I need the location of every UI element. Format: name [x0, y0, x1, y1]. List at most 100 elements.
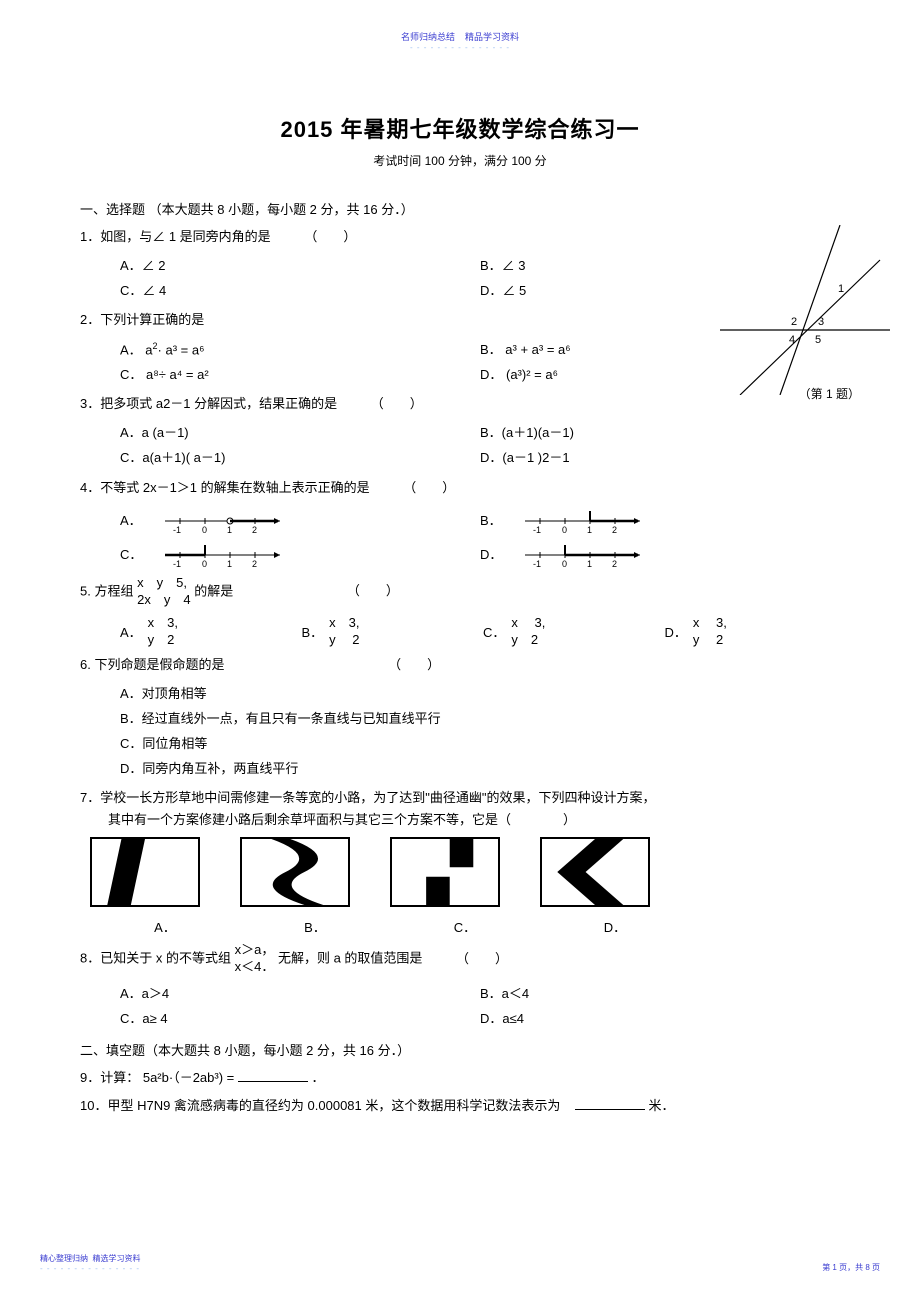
q8-post: 无解，则 a 的取值范围是	[278, 951, 422, 966]
q9-blank	[238, 1068, 308, 1082]
question-9: 9．计算： 5a²b·（－2ab³) = ．	[80, 1067, 840, 1089]
top-header: 名师归纳总结 精品学习资料 - - - - - - - - - - - - - …	[80, 30, 840, 52]
path-b	[240, 837, 350, 907]
q5-paren: （ ）	[347, 583, 399, 598]
q2-opt-a: A． a2· a³ = a⁶	[120, 338, 480, 363]
section-1-header: 一、选择题 （本大题共 8 小题，每小题 2 分，共 16 分．）	[80, 199, 840, 218]
svg-text:-1: -1	[173, 559, 181, 569]
q6-opt-a: A．对顶角相等	[120, 682, 840, 707]
q4-opt-d: D．	[480, 544, 520, 563]
q5-system: x y 5, 2x y 4	[137, 575, 190, 609]
q3-opt-b: B．(a＋1)(a－1)	[480, 421, 840, 446]
svg-text:1: 1	[587, 559, 592, 569]
svg-text:0: 0	[202, 525, 207, 535]
numline-d: -1 0 1 2	[520, 539, 650, 569]
numline-b: -1 0 1 2	[520, 505, 650, 535]
path-c	[390, 837, 500, 907]
page-subtitle: 考试时间 100 分钟，满分 100 分	[80, 152, 840, 169]
q8-pre: 8．已知关于 x 的不等式组	[80, 951, 231, 966]
q2-opt-c: C． a⁸÷ a⁴ = a²	[120, 363, 480, 388]
svg-text:2: 2	[612, 559, 617, 569]
q10-blank	[575, 1096, 645, 1110]
svg-text:0: 0	[562, 559, 567, 569]
q6-options: A．对顶角相等 B．经过直线外一点，有且只有一条直线与已知直线平行 C．同位角相…	[80, 682, 840, 781]
path-a	[90, 837, 200, 907]
q3-opt-c: C．a(a＋1)( a－1)	[120, 446, 480, 471]
q5-pre: 5. 方程组	[80, 583, 133, 598]
q9-pre: 9．计算： 5a²b·（－2ab³) =	[80, 1070, 238, 1085]
q4-opt-b: B．	[480, 510, 520, 529]
q5-opt-d: D．x 3,y 2	[665, 615, 841, 649]
question-4: 4．不等式 2x－1＞1 的解集在数轴上表示正确的是 （ ）	[80, 477, 840, 499]
svg-text:1: 1	[838, 283, 844, 295]
q10-post: 米．	[648, 1098, 674, 1113]
q3-opt-d: D．(a－1 )2－1	[480, 446, 840, 471]
q9-post: ．	[311, 1070, 324, 1085]
q5-opt-c: C．x 3,y 2	[483, 615, 659, 649]
q7-opt-d: D．	[560, 917, 670, 936]
header-left: 名师归纳总结	[401, 32, 455, 42]
q6-opt-c: C．同位角相等	[120, 732, 840, 757]
footer-left: 精心整理归纳 精选学习资料 - - - - - - - - - - - - - …	[40, 1253, 140, 1273]
question-8: 8．已知关于 x 的不等式组 x＞a， x＜4． 无解，则 a 的取值范围是 （…	[80, 942, 840, 976]
q5-opt-a: A．x 3,y 2	[120, 615, 296, 649]
question-6: 6. 下列命题是假命题的是 （ ）	[80, 654, 840, 676]
question-5: 5. 方程组 x y 5, 2x y 4 的解是 （ ）	[80, 575, 840, 609]
q6-stem: 6. 下列命题是假命题的是	[80, 657, 224, 672]
svg-text:-1: -1	[533, 559, 541, 569]
q8-opt-d: D．a≤4	[480, 1007, 840, 1032]
q7-images	[80, 837, 840, 907]
question-10: 10．甲型 H7N9 禽流感病毒的直径约为 0.000081 米，这个数据用科学…	[80, 1095, 840, 1117]
q3-paren: （ ）	[371, 396, 423, 411]
q4-stem: 4．不等式 2x－1＞1 的解集在数轴上表示正确的是	[80, 480, 370, 495]
question-2: 2．下列计算正确的是	[80, 309, 840, 331]
page-title: 2015 年暑期七年级数学综合练习一	[80, 112, 840, 144]
q5-opt-b: B．x 3,y 2	[302, 615, 478, 649]
q7-opt-b: B．	[260, 917, 370, 936]
q6-opt-d: D．同旁内角互补，两直线平行	[120, 757, 840, 782]
svg-text:2: 2	[612, 525, 617, 535]
q3-stem: 3．把多项式 a2－1 分解因式，结果正确的是	[80, 396, 337, 411]
q3-opt-a: A．a (a－1)	[120, 421, 480, 446]
svg-text:4: 4	[789, 334, 795, 346]
q6-opt-b: B．经过直线外一点，有且只有一条直线与已知直线平行	[120, 707, 840, 732]
svg-text:2: 2	[252, 525, 257, 535]
q7-opt-a: A．	[110, 917, 220, 936]
q8-paren: （ ）	[456, 951, 508, 966]
q7-labels: A． B． C． D．	[80, 917, 840, 936]
q6-paren: （ ）	[388, 657, 440, 672]
path-d	[540, 837, 650, 907]
q5-post: 的解是	[194, 583, 233, 598]
q4-row-ab: A． -1 0 1 2 B．	[80, 505, 840, 535]
svg-text:5: 5	[815, 334, 821, 346]
numline-c: -1 0 1 2	[160, 539, 290, 569]
svg-text:2: 2	[252, 559, 257, 569]
q7-opt-c: C．	[410, 917, 520, 936]
question-7: 7．学校一长方形草地中间需修建一条等宽的小路，为了达到"曲径通幽"的效果，下列四…	[80, 787, 840, 831]
q1-opt-a: A．∠ 2	[120, 254, 480, 279]
svg-text:-1: -1	[533, 525, 541, 535]
q7-stem1: 7．学校一长方形草地中间需修建一条等宽的小路，为了达到"曲径通幽"的效果，下列四…	[80, 787, 840, 809]
q10-pre: 10．甲型 H7N9 禽流感病毒的直径约为 0.000081 米，这个数据用科学…	[80, 1098, 560, 1113]
q1-paren: （ ）	[304, 229, 356, 244]
svg-text:0: 0	[562, 525, 567, 535]
q3-options: A．a (a－1) B．(a＋1)(a－1) C．a(a＋1)( a－1) D．…	[80, 421, 840, 470]
q4-opt-c: C．	[120, 544, 160, 563]
q8-opt-c: C．a≥ 4	[120, 1007, 480, 1032]
q7-stem2: 其中有一个方案修建小路后剩余草坪面积与其它三个方案不等，它是（ ）	[80, 809, 840, 831]
question-3: 3．把多项式 a2－1 分解因式，结果正确的是 （ ）	[80, 393, 840, 415]
q8-opt-b: B．a＜4	[480, 982, 840, 1007]
svg-text:0: 0	[202, 559, 207, 569]
q8-system: x＞a， x＜4．	[235, 942, 275, 976]
q8-opt-a: A．a＞4	[120, 982, 480, 1007]
q4-paren: （ ）	[403, 480, 455, 495]
footer-right: 第 1 页，共 8 页	[822, 1262, 880, 1273]
q4-opt-a: A．	[120, 510, 160, 529]
q1-opt-c: C．∠ 4	[120, 279, 480, 304]
svg-text:1: 1	[227, 559, 232, 569]
svg-text:1: 1	[227, 525, 232, 535]
q5-options: A．x 3,y 2 B．x 3,y 2 C．x 3,y 2 D．x 3,y 2	[80, 615, 840, 649]
q1-stem: 1．如图，与∠ 1 是同旁内角的是	[80, 229, 271, 244]
q4-row-cd: C． -1 0 1 2 D．	[80, 539, 840, 569]
header-dots: - - - - - - - - - - - - - - -	[80, 43, 840, 52]
